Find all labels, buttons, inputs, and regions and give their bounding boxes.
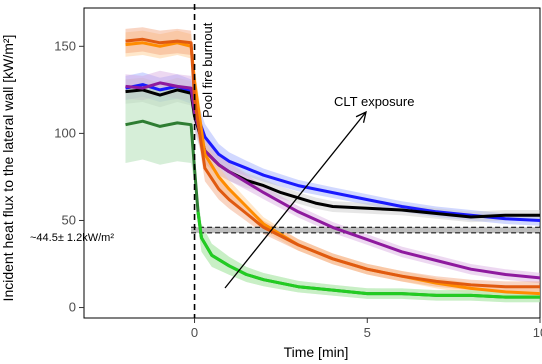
series-band	[125, 82, 540, 303]
plateau-annotation: ~44.5± 1.2kW/m²	[30, 232, 114, 244]
x-tick-label: 5	[364, 325, 371, 340]
y-tick-label: 50	[62, 212, 76, 227]
exposure-annotation: CLT exposure	[334, 94, 414, 109]
series-line	[125, 41, 540, 296]
y-tick-label: 0	[69, 300, 76, 315]
series-band	[125, 27, 540, 292]
plateau-band-fill	[191, 227, 540, 233]
series-lines	[125, 37, 540, 299]
axes: 0510050100150	[54, 38, 542, 340]
exposure-arrow	[224, 111, 367, 289]
series-line	[125, 88, 540, 219]
y-tick-label: 100	[54, 125, 76, 140]
plateau-band	[191, 226, 540, 234]
series-line	[125, 81, 540, 280]
series-line	[196, 211, 540, 299]
burnout-annotation: Pool fire burnout	[200, 22, 215, 118]
y-axis-label: Incident heat flux to the lateral wall […	[0, 35, 16, 302]
x-tick-label: 0	[191, 325, 198, 340]
series-band	[125, 30, 540, 299]
exposure-arrow-head	[355, 110, 367, 123]
y-tick-label: 150	[54, 38, 76, 53]
x-tick-label: 10	[533, 325, 542, 340]
x-axis-label: Time [min]	[284, 344, 349, 360]
series-line	[125, 37, 540, 289]
